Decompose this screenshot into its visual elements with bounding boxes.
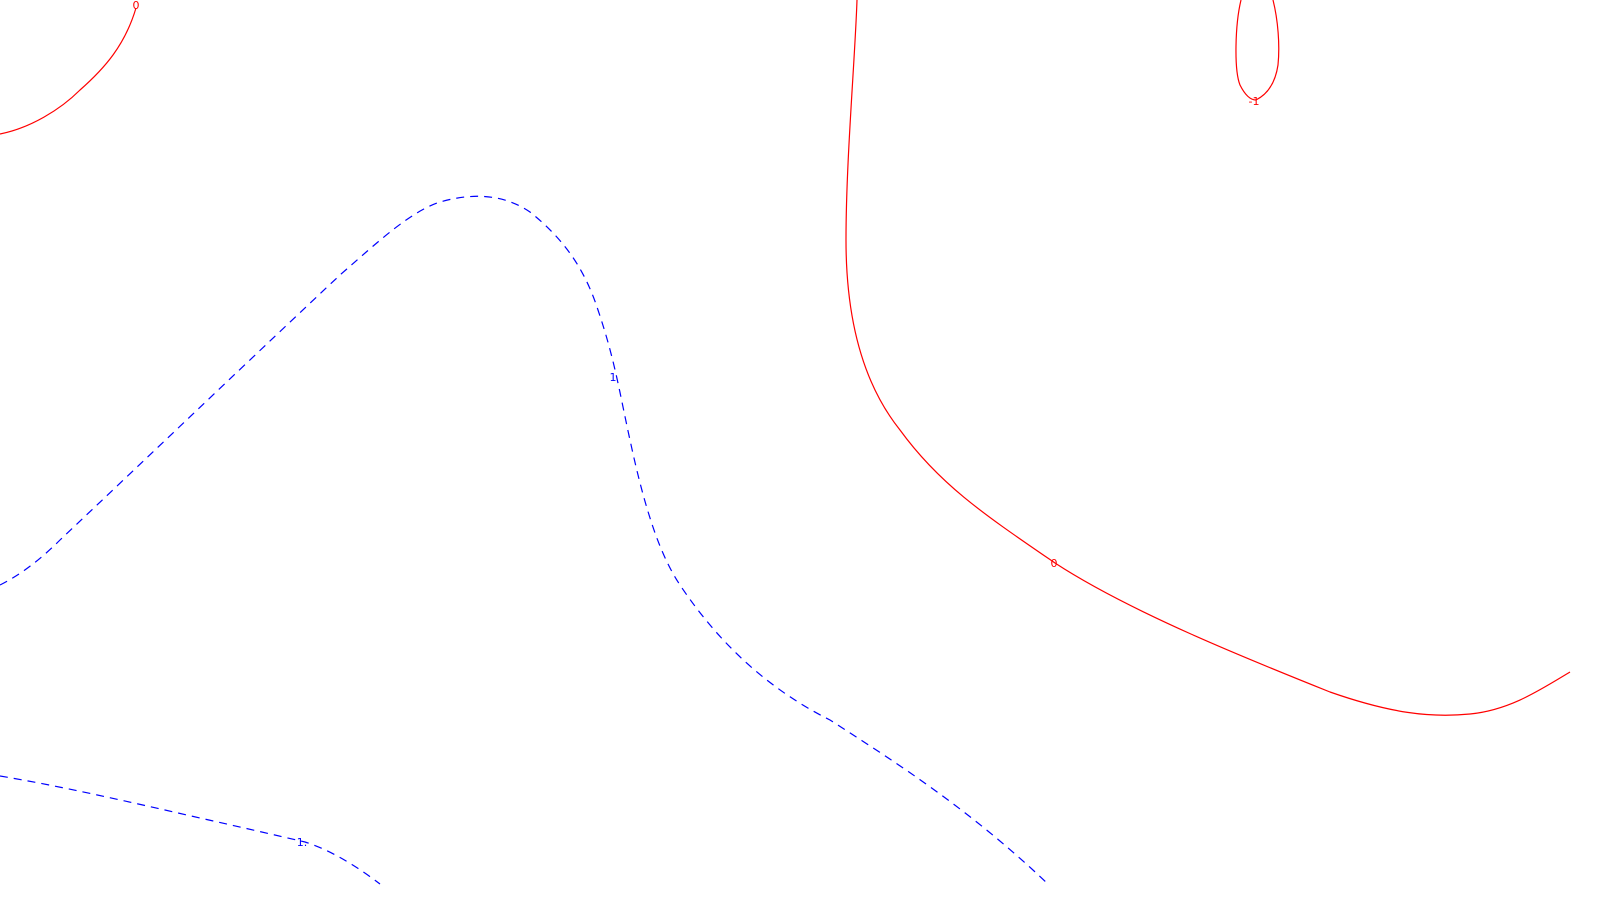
contour-labels: 0 0 -1 1 1. — [133, 0, 1260, 849]
contour-label-4: 1 — [610, 371, 617, 384]
contour-label-5: 1. — [297, 836, 308, 849]
contour-label-1: 0 — [133, 0, 140, 12]
contour-line-5 — [0, 775, 381, 885]
contour-line-1 — [0, 7, 137, 135]
contour-label-2: 0 — [1051, 557, 1058, 570]
contour-line-4 — [0, 195, 1049, 885]
contour-line-2 — [845, 0, 1571, 716]
contour-line-3 — [1235, 0, 1280, 101]
contour-lines — [0, 0, 1571, 885]
contour-label-3: -1 — [1249, 95, 1260, 108]
